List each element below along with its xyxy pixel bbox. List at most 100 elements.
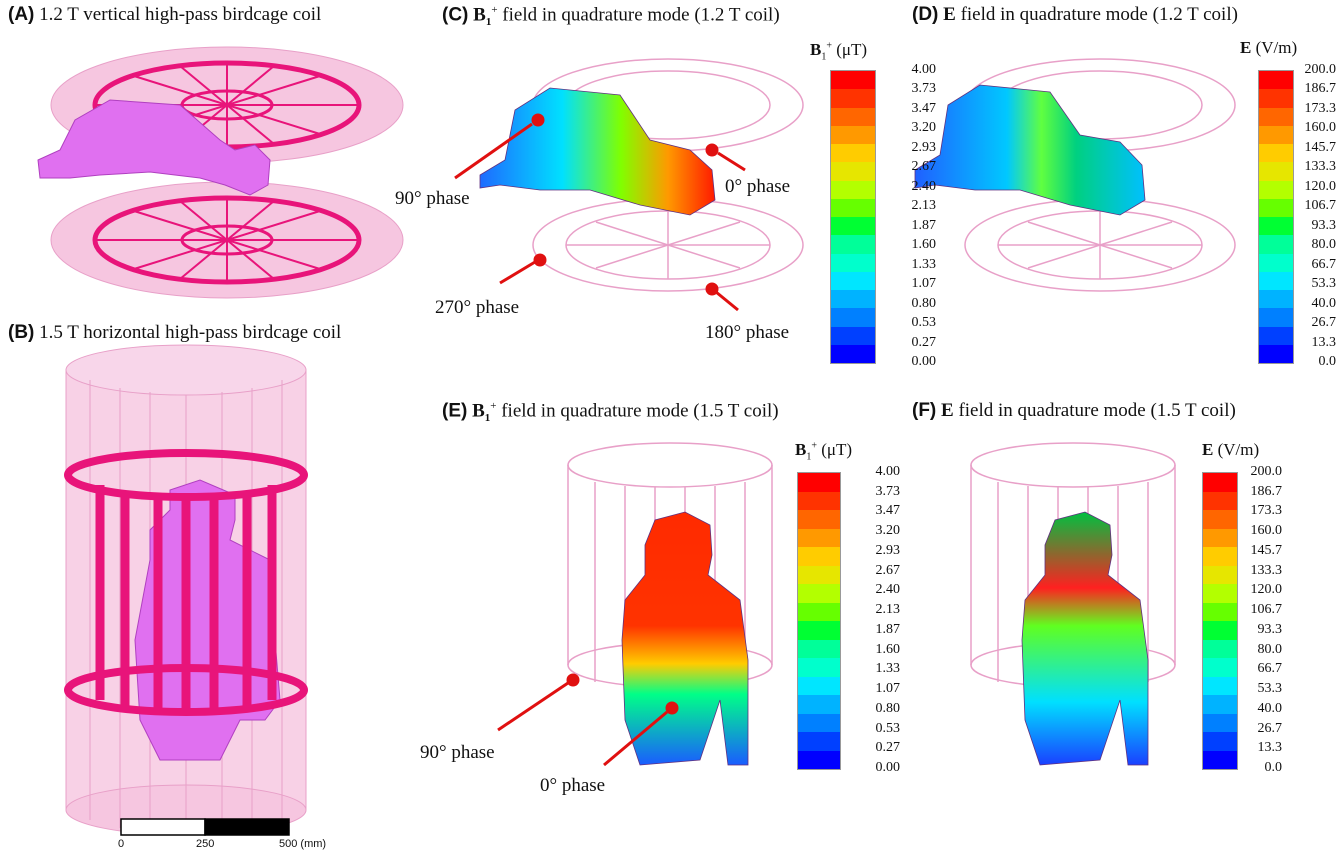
colorbar-swatch [831,107,875,126]
colorbar-c-bar [830,70,876,364]
colorbar-tick-label: 200.0 [1304,62,1337,77]
colorbar-swatch [1203,473,1237,492]
colorbar-tick-label: 0.00 [911,354,937,369]
scale-bar [120,818,290,836]
colorbar-swatch [798,621,840,640]
colorbar-tick-label: 173.3 [1250,503,1283,519]
colorbar-tick-label: 0.00 [875,760,901,775]
panel-e-title: (E) B1+ field in quadrature mode (1.5 T … [442,400,779,425]
colorbar-tick-label: 80.0 [1311,237,1337,253]
colorbar-swatch [798,639,840,658]
colorbar-swatch [1203,621,1237,640]
colorbar-swatch [1259,290,1293,309]
colorbar-swatch [798,491,840,510]
colorbar-swatch [1203,491,1237,510]
colorbar-swatch [798,695,840,714]
scale-bar-label-500: 500 (mm) [279,838,327,850]
colorbar-swatch [1203,602,1237,621]
colorbar-tick-label: 53.3 [1257,681,1283,697]
colorbar-tick-label: 2.67 [911,159,937,175]
colorbar-swatch [1259,344,1293,363]
colorbar-tick-label: 0.53 [875,720,901,736]
colorbar-tick-label: 160.0 [1250,523,1283,539]
colorbar-tick-label: 13.3 [1257,740,1283,756]
colorbar-swatch [831,253,875,272]
colorbar-swatch [831,290,875,309]
colorbar-tick-label: 0.80 [911,295,937,311]
colorbar-tick-label: 93.3 [1257,621,1283,637]
colorbar-tick-label: 133.3 [1304,159,1337,175]
colorbar-tick-label: 2.40 [911,178,937,194]
colorbar-f-bar [1202,472,1238,770]
colorbar-swatch [1259,125,1293,144]
colorbar-swatch [1259,308,1293,327]
colorbar-tick-label: 3.47 [911,100,937,116]
colorbar-e-title: B1+ (μT) [795,440,853,463]
colorbar-swatch [831,344,875,363]
colorbar-swatch [798,473,840,492]
colorbar-tick-label: 145.7 [1250,542,1283,558]
colorbar-tick-label: 3.20 [911,120,937,136]
colorbar-swatch [1259,235,1293,254]
colorbar-tick-label: 0.27 [911,334,937,350]
colorbar-c-title: B1+ (μT) [810,40,868,63]
colorbar-swatch [831,89,875,108]
colorbar-tick-label: 1.87 [911,217,937,233]
colorbar-swatch [1259,89,1293,108]
panel-f-body-field [1021,511,1149,766]
colorbar-tick-label: 106.7 [1304,198,1337,214]
scale-bar-label-250: 250 [196,838,215,850]
colorbar-e-ticks: 4.00 3.73 3.47 3.20 2.93 2.67 2.40 2.13 1.87 1.60… [797,465,901,775]
colorbar-swatch [1259,271,1293,290]
phase-label-c-180: 180° phase [705,322,790,343]
colorbar-tick-label: 3.47 [875,503,901,519]
colorbar-tick-label: 0.0 [1318,354,1337,369]
phase-arrows [454,113,746,767]
colorbar-swatch [1203,750,1237,769]
colorbar-tick-label: 1.60 [875,641,901,657]
colorbar-swatch [798,584,840,603]
colorbar-swatch [1259,71,1293,90]
colorbar-tick-label: 3.20 [875,523,901,539]
colorbar-swatch [831,144,875,163]
colorbar-tick-label: 1.33 [875,661,901,677]
phase-label-e-0: 0° phase [540,775,606,796]
colorbar-tick-label: 26.7 [1257,720,1283,736]
colorbar-swatch [1203,695,1237,714]
colorbar-f-title: E (V/m) [1202,440,1260,459]
colorbar-swatch [798,676,840,695]
colorbar-swatch [1203,528,1237,547]
colorbar-tick-label: 40.0 [1257,700,1283,716]
colorbar-tick-label: 4.00 [875,464,901,479]
colorbar-tick-label: 3.73 [875,483,901,499]
colorbar-tick-label: 173.3 [1304,100,1337,116]
colorbar-swatch [831,308,875,327]
colorbar-swatch [798,565,840,584]
colorbar-tick-label: 93.3 [1311,217,1337,233]
colorbar-swatch [798,713,840,732]
colorbar-tick-label: 2.93 [875,542,901,558]
colorbar-swatch [798,732,840,751]
colorbar-swatch [1203,658,1237,677]
colorbar-d-title: E (V/m) [1240,38,1298,57]
colorbar-tick-label: 1.07 [875,681,901,697]
panel-d-body-field [914,84,1146,216]
colorbar-f-ticks: 200.0 186.7 173.3 160.0 145.7 133.3 120.0 106.7… [1202,465,1283,775]
colorbar-swatch [1203,713,1237,732]
colorbar-swatch [1203,639,1237,658]
colorbar-swatch [831,326,875,345]
colorbar-swatch [831,271,875,290]
scale-bar-label-0: 0 [118,838,125,850]
colorbar-tick-label: 2.67 [875,562,901,578]
panel-b-coil [64,344,308,836]
panel-a-body [37,99,271,196]
colorbar-swatch [798,602,840,621]
panel-d-title: (D) E field in quadrature mode (1.2 T co… [912,4,1238,25]
colorbar-tick-label: 2.40 [875,582,901,598]
colorbar-tick-label: 186.7 [1304,81,1337,97]
colorbar-swatch [1259,144,1293,163]
colorbar-tick-label: 160.0 [1304,120,1337,136]
colorbar-swatch [1259,180,1293,199]
colorbar-tick-label: 4.00 [911,62,937,77]
